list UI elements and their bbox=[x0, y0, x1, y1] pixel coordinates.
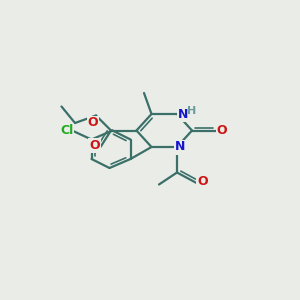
Text: H: H bbox=[187, 106, 196, 116]
Text: O: O bbox=[217, 124, 227, 137]
Text: O: O bbox=[89, 139, 100, 152]
Text: N: N bbox=[178, 107, 188, 121]
Text: N: N bbox=[175, 140, 185, 154]
Text: Cl: Cl bbox=[60, 124, 73, 137]
Text: O: O bbox=[88, 116, 98, 130]
Text: O: O bbox=[197, 175, 208, 188]
